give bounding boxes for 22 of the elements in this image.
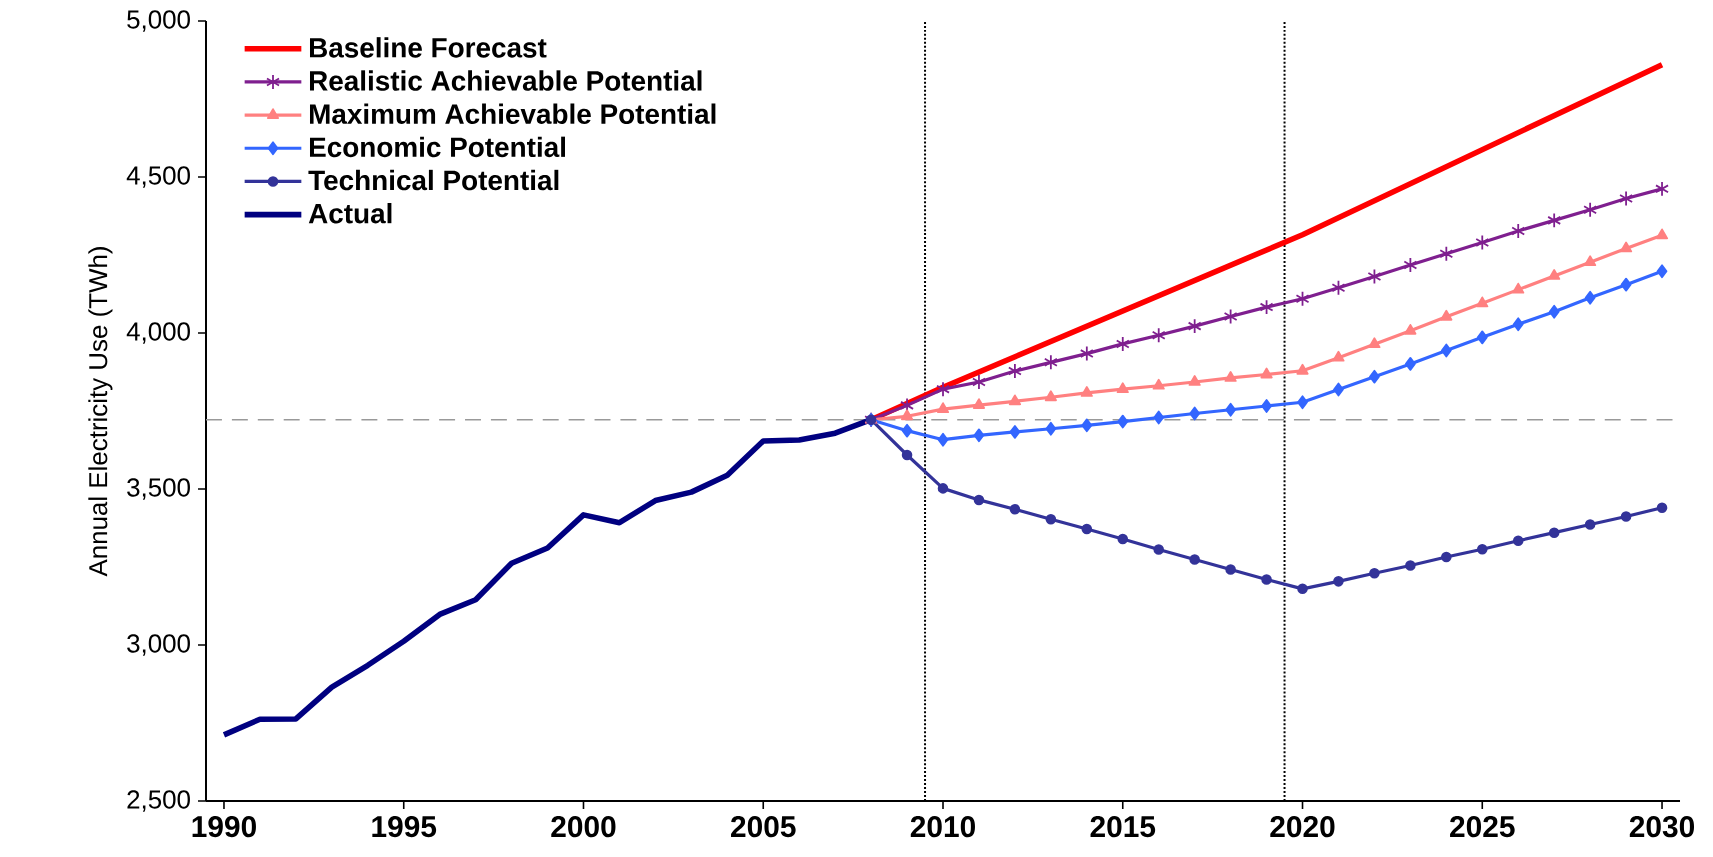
legend-label: Technical Potential bbox=[308, 169, 559, 191]
x-tick-label: 2005 bbox=[731, 816, 796, 838]
y-axis-title: Annual Electricity Use (TWh) bbox=[88, 247, 113, 577]
x-tick-label: 2030 bbox=[1629, 816, 1695, 838]
legend-label: Baseline Forecast bbox=[309, 37, 547, 58]
legend-label: Actual bbox=[308, 202, 392, 224]
y-tick-label: 2,500 bbox=[127, 790, 190, 812]
x-tick-label: 1990 bbox=[192, 816, 256, 838]
y-tick-label: 4,000 bbox=[126, 322, 190, 344]
x-tick-label: 2010 bbox=[910, 816, 975, 838]
x-tick-label: 2025 bbox=[1450, 816, 1515, 838]
x-tick-label: 2000 bbox=[551, 816, 616, 838]
x-tick-label: 1995 bbox=[372, 816, 437, 838]
legend-label: Realistic Achievable Potential bbox=[309, 70, 702, 91]
y-tick-label: 3,000 bbox=[127, 634, 190, 656]
y-tick-label: 5,000 bbox=[127, 10, 190, 32]
legend-label: Economic Potential bbox=[309, 136, 565, 158]
y-tick-label: 4,500 bbox=[126, 166, 190, 188]
legend-label: Maximum Achievable Potential bbox=[309, 103, 716, 124]
x-tick-label: 2015 bbox=[1090, 816, 1156, 838]
x-tick-label: 2020 bbox=[1270, 816, 1335, 838]
y-tick-label: 3,500 bbox=[127, 478, 190, 500]
